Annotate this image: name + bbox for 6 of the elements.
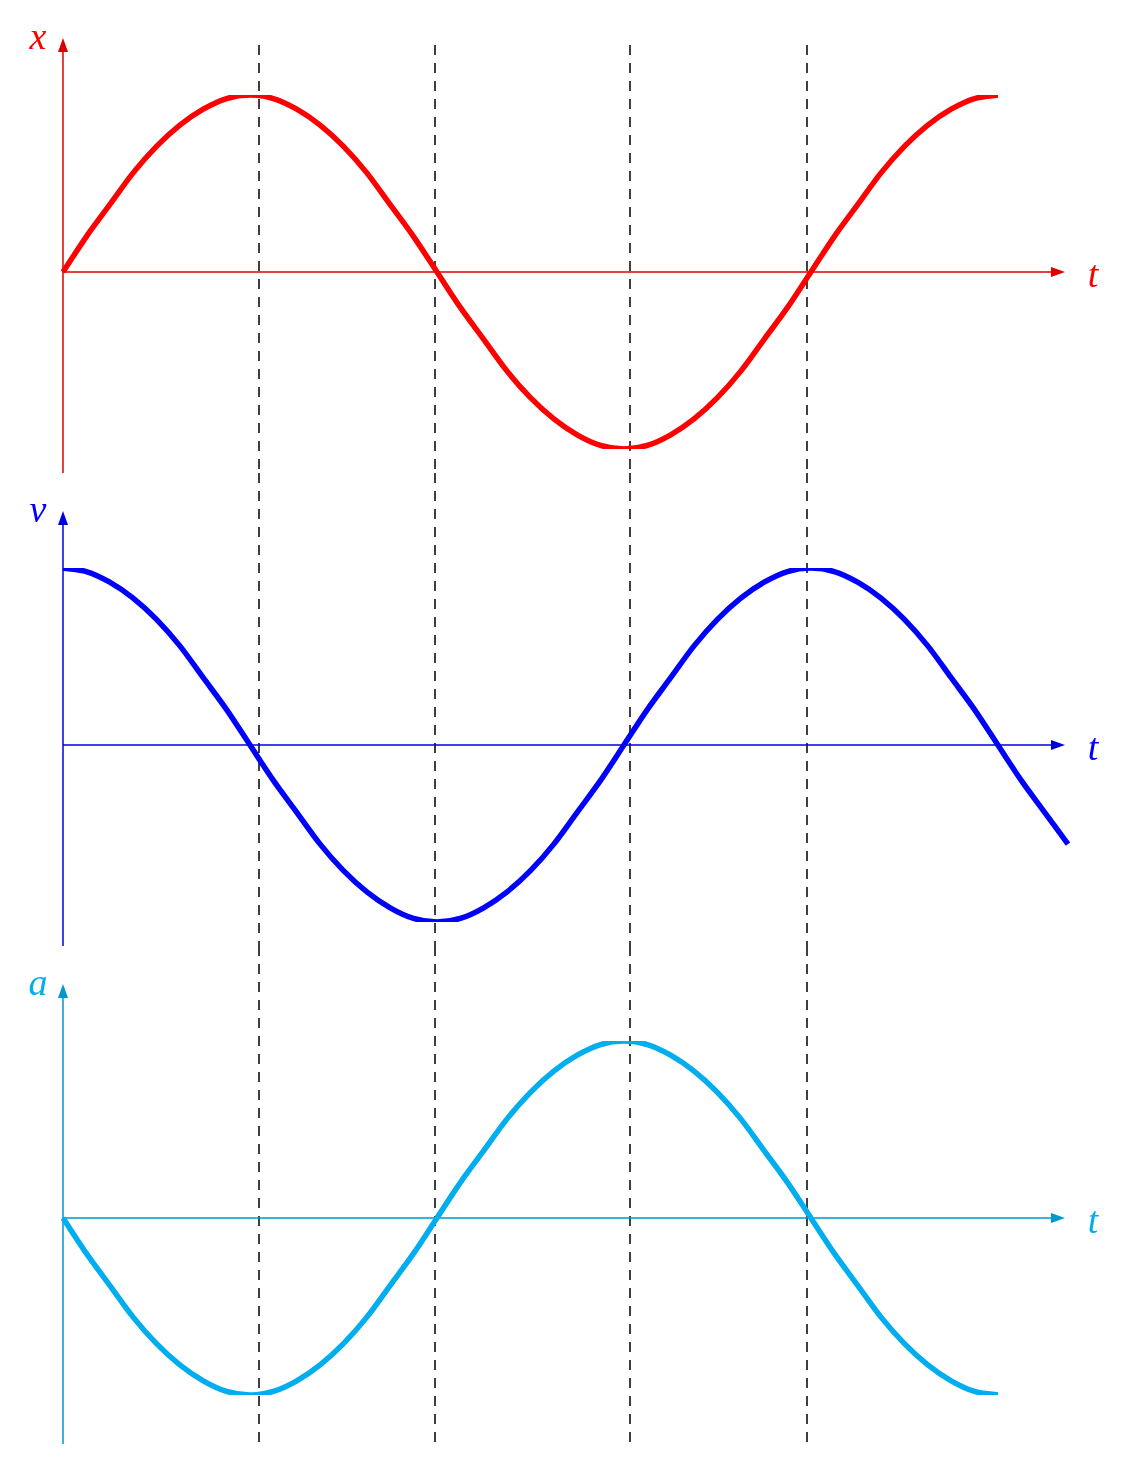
y-axis-title: x [29,15,47,57]
y-axis-title: v [29,488,47,530]
x-axis-title: t [1087,253,1099,295]
x-axis-title: t [1087,726,1099,768]
y-axis-title: a [28,961,48,1003]
x-axis-title: t [1087,1199,1099,1241]
